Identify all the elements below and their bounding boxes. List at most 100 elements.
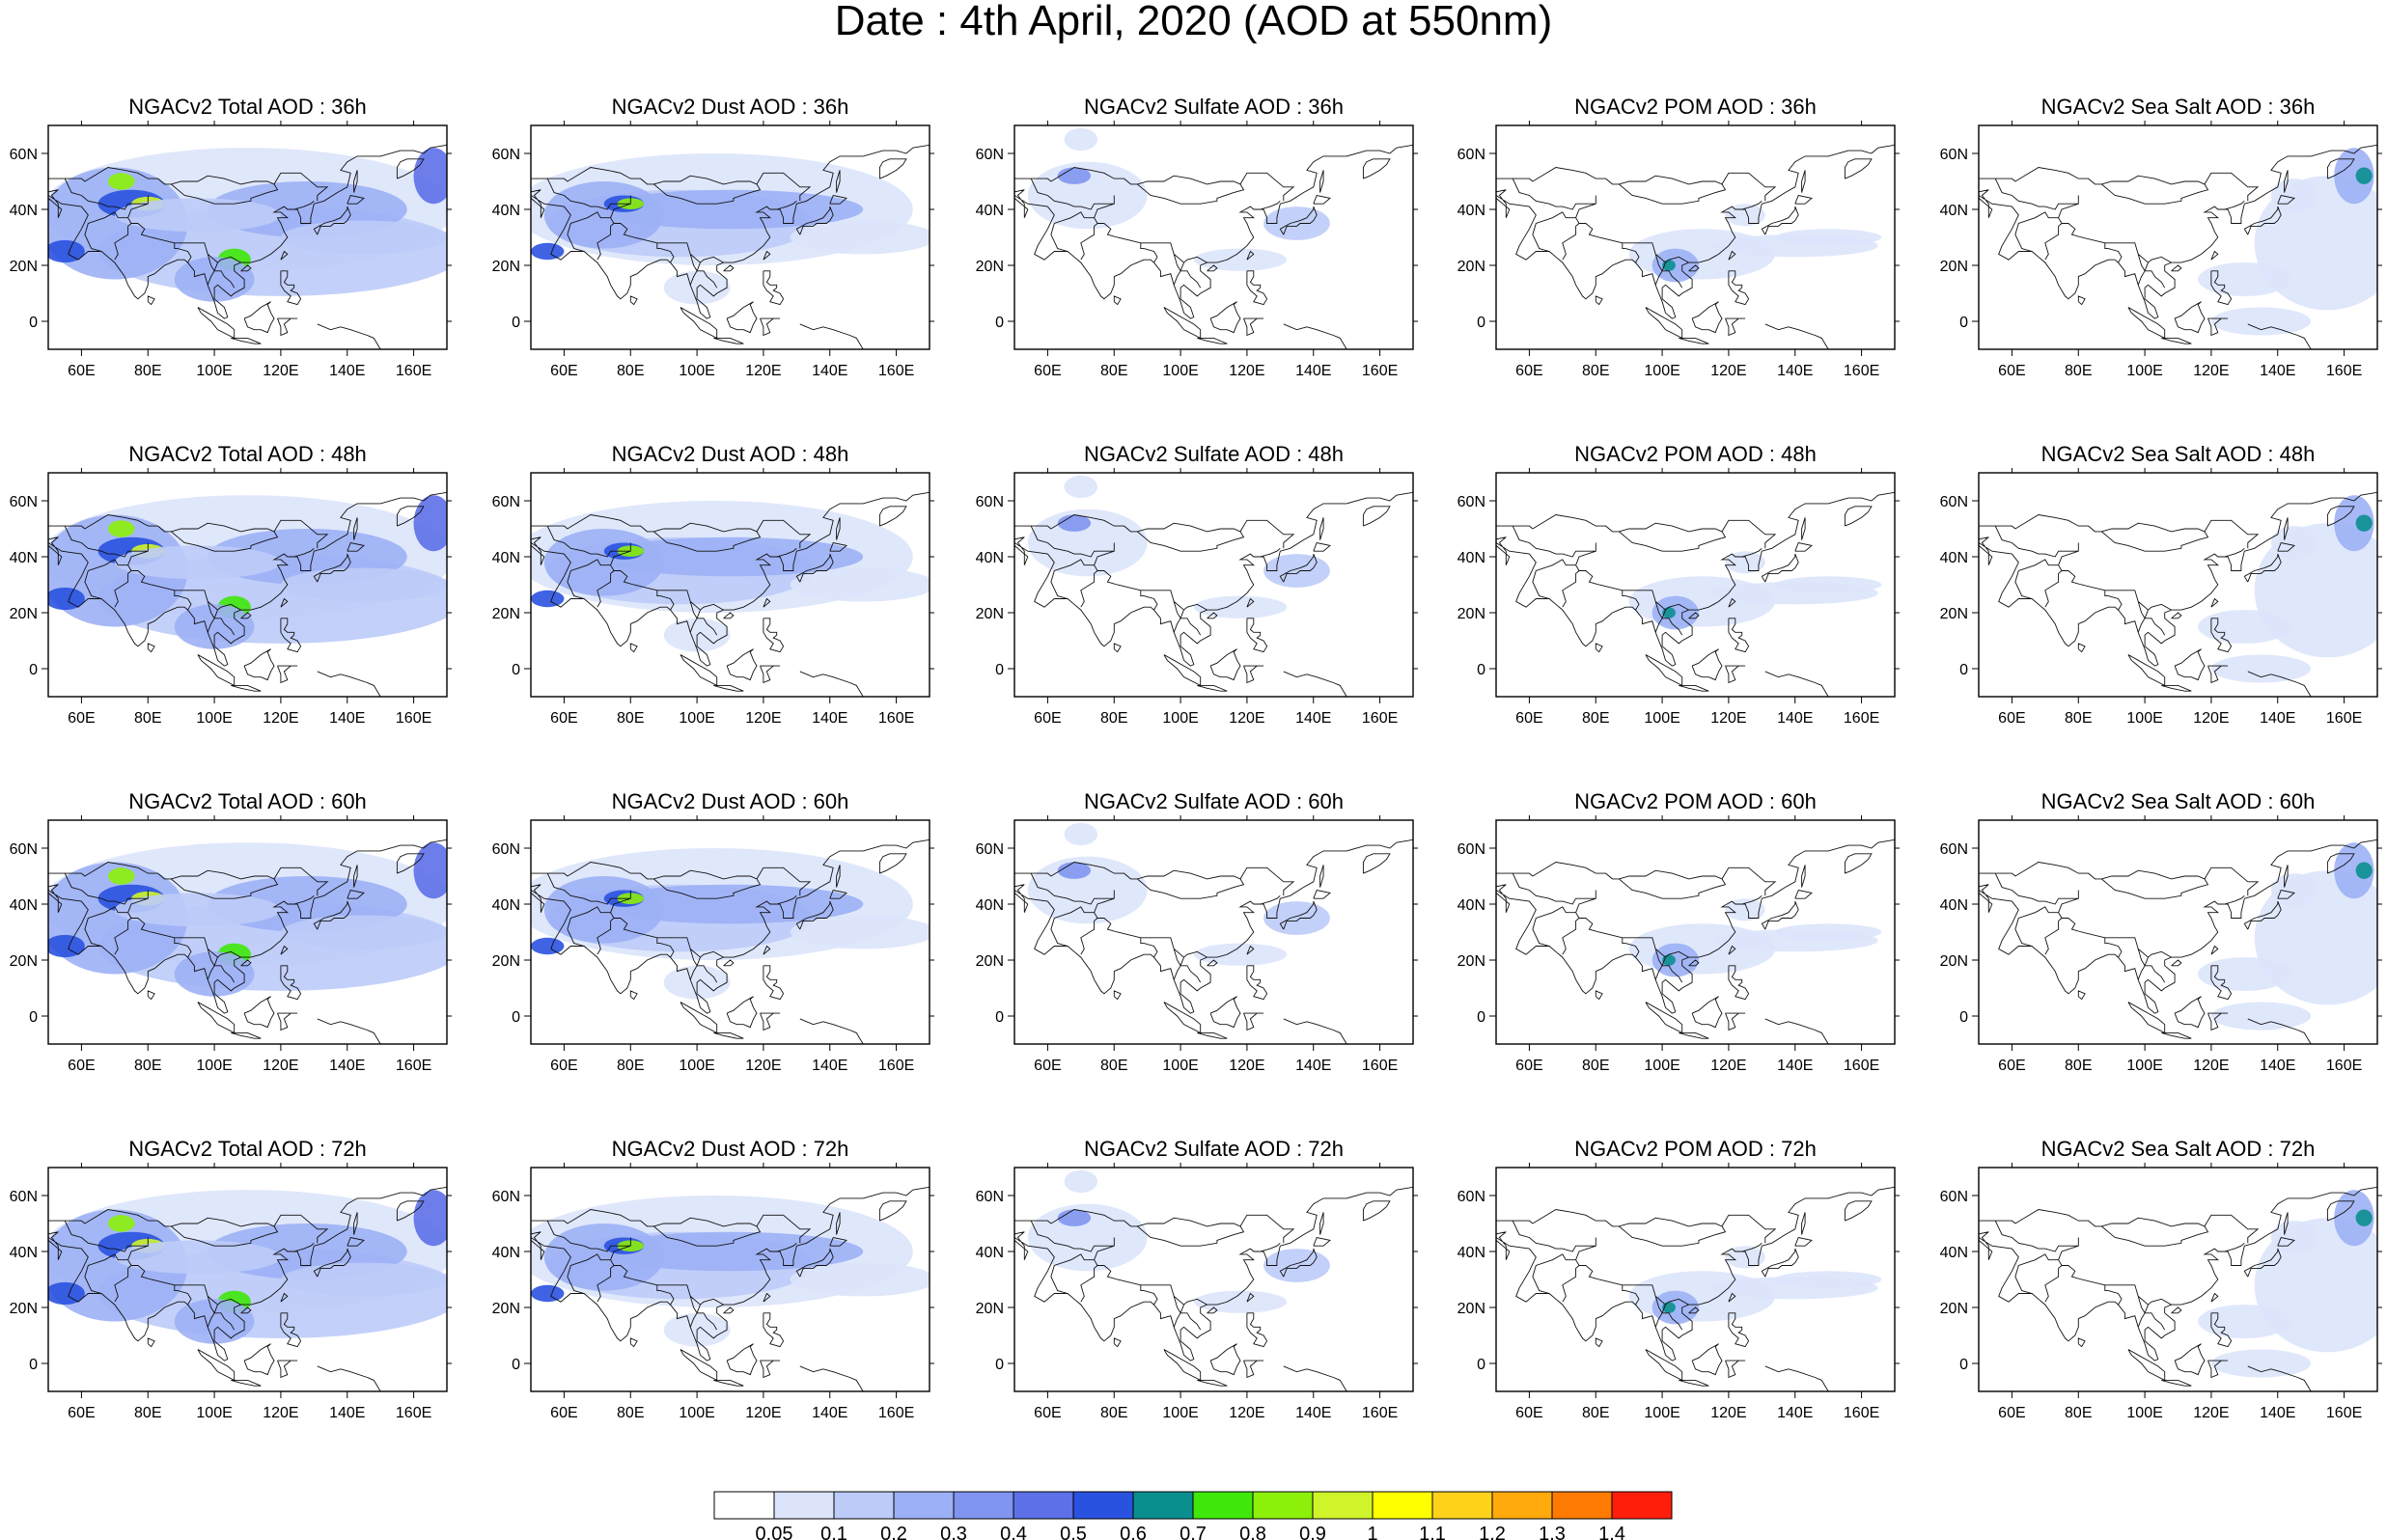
lon-tick-label: 140E — [329, 710, 365, 727]
panel-title: NGACv2 Sulfate AOD : 60h — [1084, 789, 1344, 813]
lat-tick-label: 0 — [1477, 1357, 1485, 1373]
lat-tick-label: 40N — [492, 1245, 520, 1261]
panel-title: NGACv2 POM AOD : 72h — [1574, 1137, 1817, 1161]
lat-tick-label: 60N — [492, 147, 520, 163]
panel-frame — [1978, 1167, 2378, 1392]
aod-plume — [2334, 148, 2374, 205]
aod-field — [1014, 822, 1413, 1044]
lon-tick-label: 100E — [1162, 710, 1198, 727]
coastline — [1496, 491, 1895, 697]
colorbar-label: 0.5 — [1060, 1524, 1087, 1540]
map-panel-dust-60h: NGACv2 Dust AOD : 60h 60E 80E 100E 120E 140E 1… — [492, 789, 934, 1074]
lat-tick-label: 20N — [976, 606, 1004, 622]
aod-field — [48, 144, 447, 349]
panel-title: NGACv2 POM AOD : 48h — [1574, 442, 1817, 466]
colorbar-swatch — [1312, 1491, 1374, 1520]
lat-tick-label: 0 — [995, 1009, 1004, 1026]
lat-tick-label: 20N — [1457, 259, 1485, 275]
lat-tick-label: 40N — [492, 897, 520, 914]
lon-tick-label: 100E — [2126, 1405, 2162, 1421]
lon-tick-label: 80E — [1582, 1058, 1609, 1074]
aod-plume — [1775, 576, 1882, 593]
panel-title: NGACv2 Total AOD : 60h — [128, 789, 367, 813]
lon-tick-label: 160E — [1362, 1405, 1398, 1421]
lat-tick-label: 60N — [976, 494, 1004, 510]
map-panel-total-36h: NGACv2 Total AOD : 36h 60E 80E 100E 120E 140E… — [10, 95, 452, 379]
lat-tick-label: 20N — [976, 953, 1004, 970]
lon-tick-label: 120E — [263, 1405, 298, 1421]
lat-tick-label: 0 — [29, 1009, 38, 1026]
lon-tick-label: 160E — [2326, 363, 2362, 379]
lat-tick-label: 0 — [512, 662, 520, 678]
lat-tick-label: 0 — [1959, 662, 1968, 678]
aod-plume — [531, 937, 565, 955]
lat-tick-label: 0 — [995, 1357, 1004, 1373]
panel-frame — [47, 124, 448, 350]
lon-tick-label: 60E — [68, 1058, 95, 1074]
lon-tick-label: 140E — [1295, 710, 1331, 727]
lon-tick-label: 100E — [2126, 1058, 2162, 1074]
lon-tick-label: 60E — [68, 363, 95, 379]
lat-tick-label: 20N — [1457, 1301, 1485, 1317]
lat-tick-label: 40N — [976, 897, 1004, 914]
colorbar-swatch — [953, 1491, 1014, 1520]
lon-tick-label: 60E — [550, 1405, 577, 1421]
lon-tick-label: 160E — [396, 363, 431, 379]
lon-tick-label: 60E — [1034, 363, 1061, 379]
coastline — [531, 1186, 930, 1391]
panel-frame — [1978, 124, 2378, 350]
lon-tick-label: 120E — [745, 1405, 781, 1421]
lon-tick-label: 120E — [1710, 1405, 1746, 1421]
aod-plume — [790, 220, 930, 255]
lon-tick-label: 160E — [1362, 710, 1398, 727]
lat-tick-label: 0 — [995, 662, 1004, 678]
lat-tick-label: 40N — [492, 550, 520, 566]
lon-tick-label: 140E — [1777, 1405, 1813, 1421]
lon-tick-label: 100E — [196, 1405, 232, 1421]
lon-tick-label: 160E — [1844, 1405, 1879, 1421]
aod-plume — [2210, 1002, 2312, 1031]
aod-field — [48, 491, 447, 697]
lon-tick-label: 80E — [1582, 710, 1609, 727]
lon-tick-label: 80E — [617, 363, 644, 379]
aod-field — [1979, 491, 2377, 697]
lon-tick-label: 140E — [1777, 1058, 1813, 1074]
coastline — [1014, 1186, 1413, 1391]
aod-plume — [1193, 248, 1288, 271]
lon-tick-label: 120E — [1229, 710, 1264, 727]
panel-frame — [1013, 1167, 1414, 1392]
aod-plume — [107, 1215, 135, 1232]
aod-plume — [2355, 862, 2373, 879]
aod-plume — [2210, 307, 2312, 336]
lat-tick-label: 20N — [1940, 1301, 1968, 1317]
lon-tick-label: 160E — [396, 1058, 431, 1074]
aod-plume — [1193, 943, 1288, 966]
colorbar-label: 1 — [1367, 1524, 1377, 1540]
lon-tick-label: 140E — [1295, 1405, 1331, 1421]
panel-frame — [47, 1167, 448, 1392]
lon-tick-label: 160E — [1844, 710, 1879, 727]
lon-tick-label: 80E — [617, 710, 644, 727]
lat-tick-label: 20N — [1940, 606, 1968, 622]
map-panel-pom-72h: NGACv2 POM AOD : 72h 60E 80E 100E 120E 140E 16… — [1457, 1137, 1900, 1421]
panel-title: NGACv2 Dust AOD : 48h — [612, 442, 849, 466]
lon-tick-label: 160E — [878, 363, 914, 379]
colorbar: 0.05 0.1 0.2 0.3 0.4 0.5 0.6 0.7 0.8 0.9 1 1.1 1.2 1.… — [713, 1491, 1673, 1540]
lon-tick-label: 140E — [1777, 363, 1813, 379]
map-panel-dust-72h: NGACv2 Dust AOD : 72h 60E 80E 100E 120E 140E 1… — [492, 1137, 934, 1421]
colorbar-label: 0.05 — [756, 1524, 793, 1540]
lon-tick-label: 60E — [1998, 1058, 2025, 1074]
aod-plume — [1263, 206, 1330, 240]
lat-tick-label: 60N — [1457, 494, 1485, 510]
lon-tick-label: 100E — [196, 710, 232, 727]
aod-plume — [597, 189, 864, 230]
colorbar-swatch — [1551, 1491, 1613, 1520]
lon-tick-label: 60E — [1515, 1405, 1542, 1421]
lon-tick-label: 60E — [1034, 1058, 1061, 1074]
lat-tick-label: 40N — [976, 1245, 1004, 1261]
coastline — [48, 491, 447, 697]
lon-tick-label: 80E — [617, 1058, 644, 1074]
lon-tick-label: 140E — [1777, 710, 1813, 727]
aod-plume — [48, 239, 85, 263]
lat-tick-label: 60N — [492, 841, 520, 858]
